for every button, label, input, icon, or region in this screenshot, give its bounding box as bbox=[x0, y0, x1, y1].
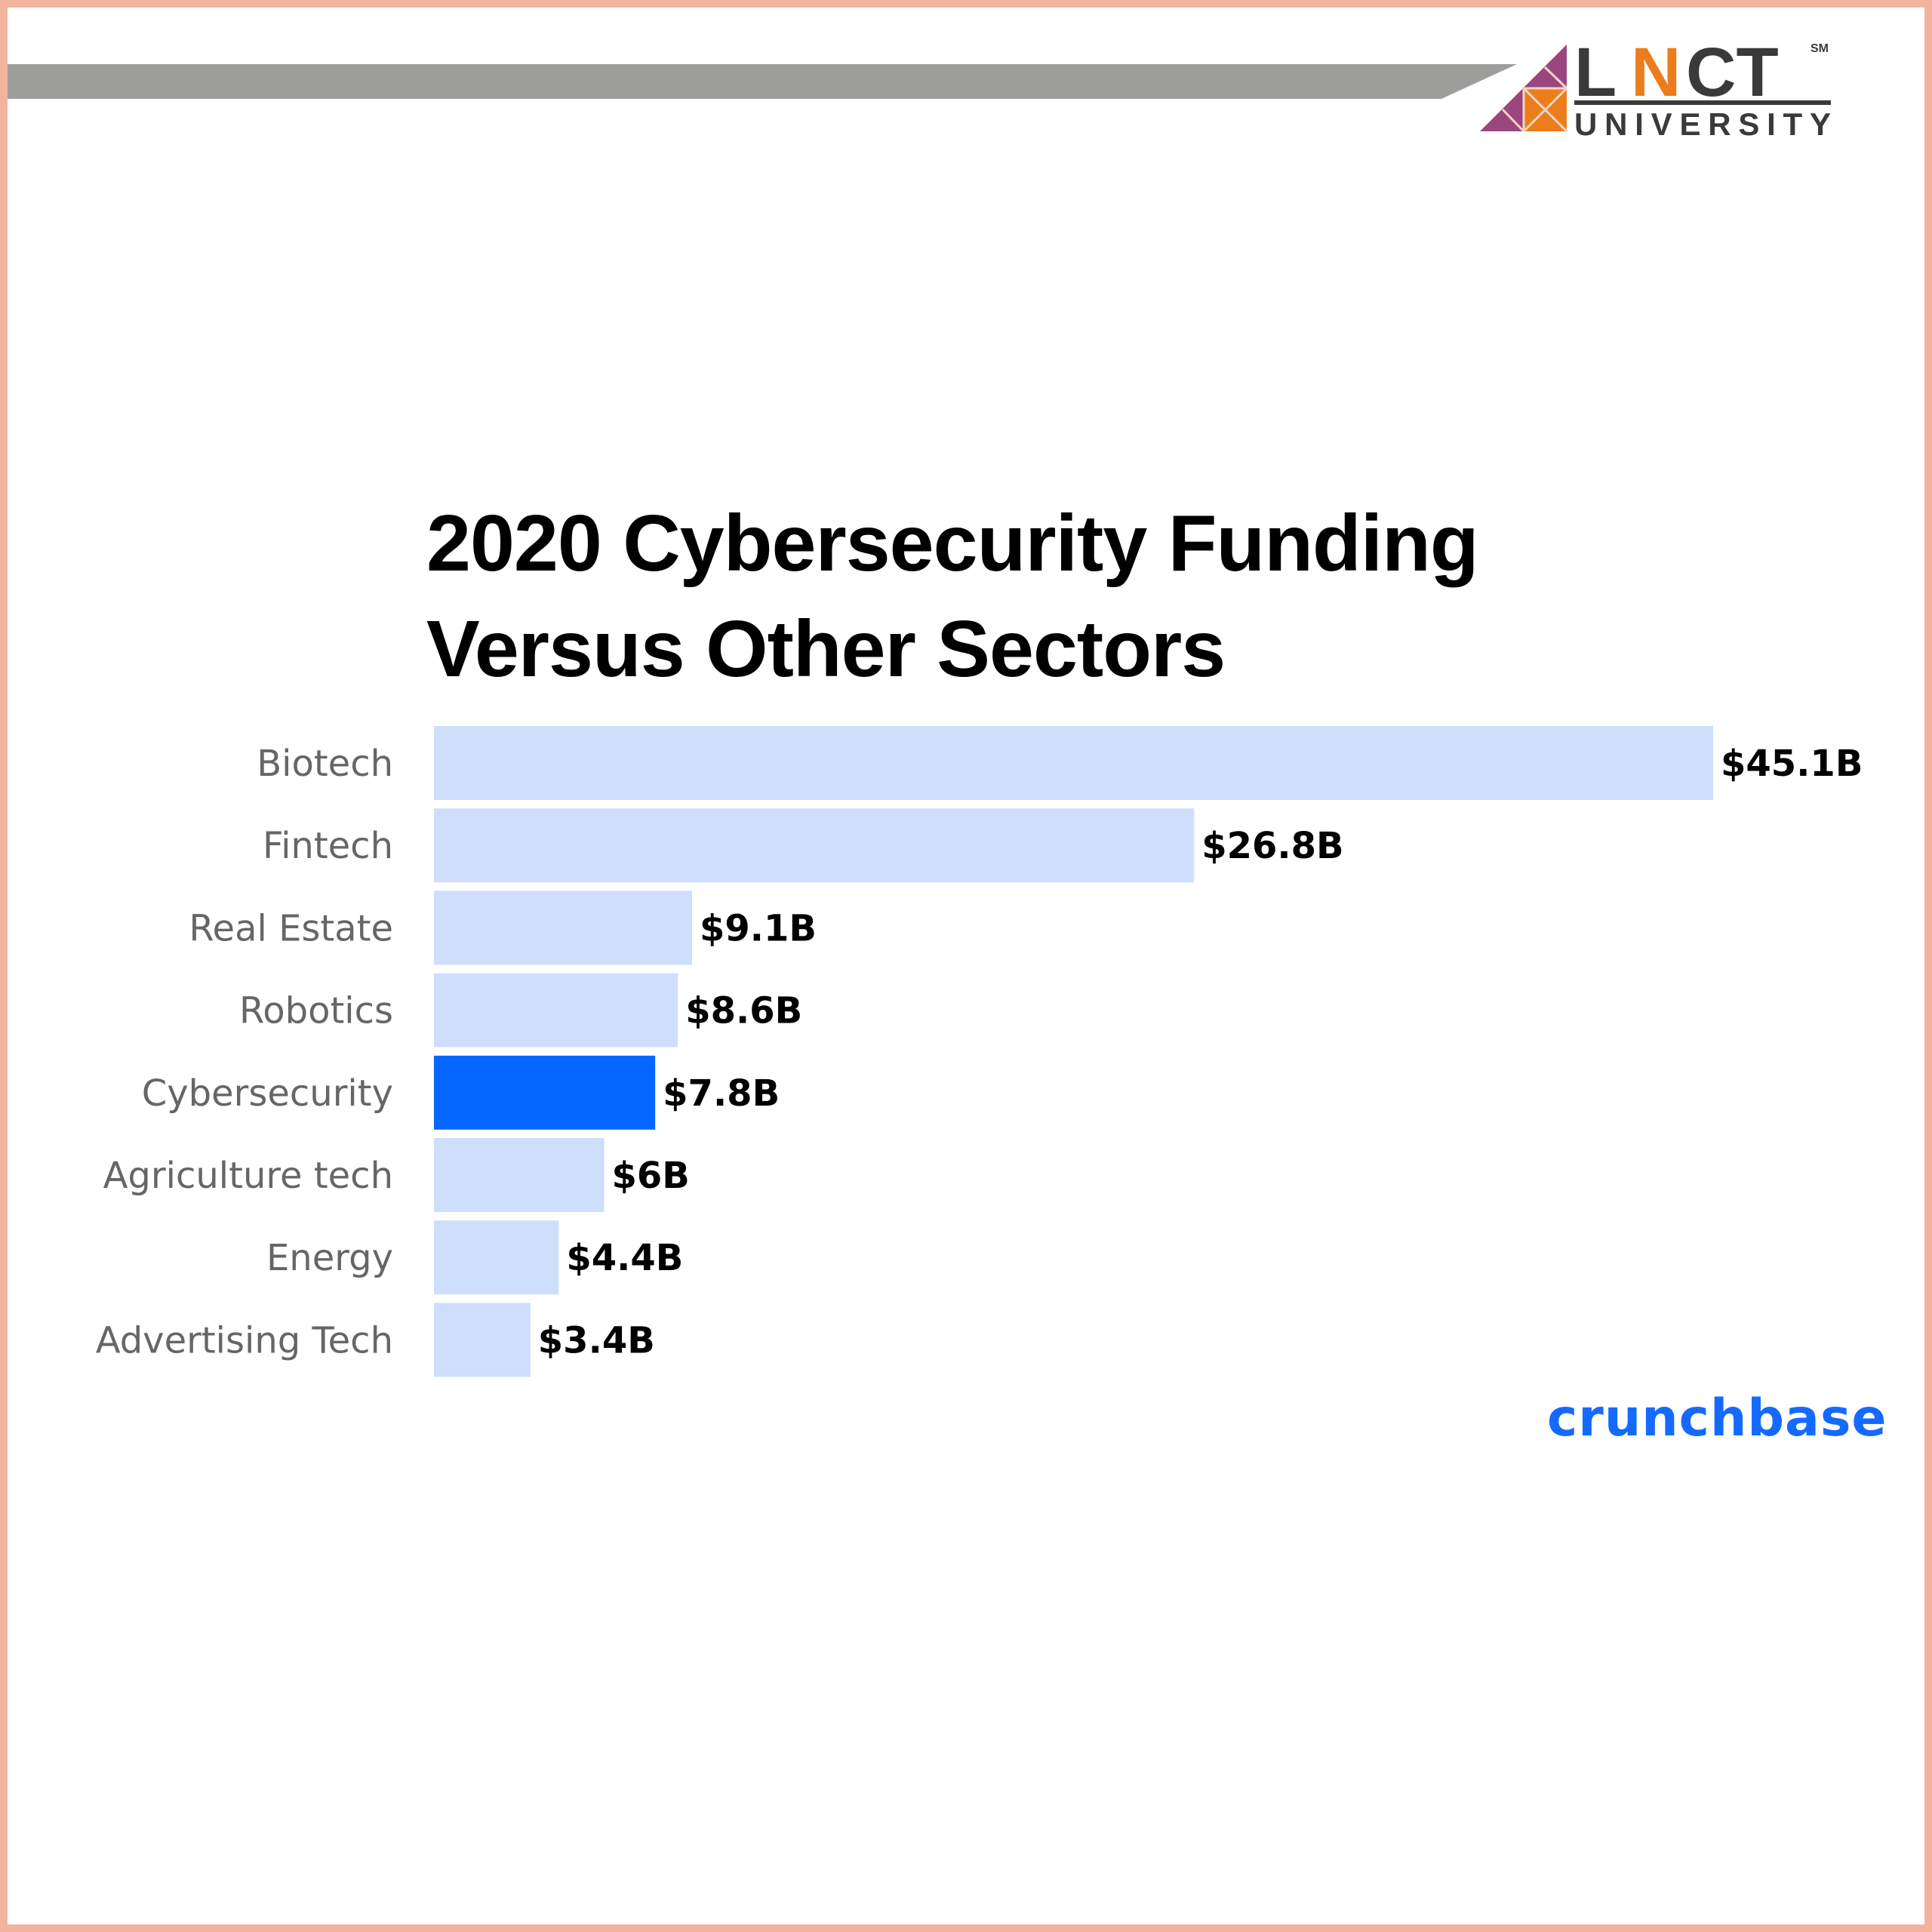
bar-agriculture-tech bbox=[434, 1138, 605, 1212]
category-label: Real Estate bbox=[189, 907, 393, 949]
category-label: Advertising Tech bbox=[96, 1319, 393, 1361]
bar-real-estate bbox=[434, 891, 693, 965]
bar-advertising-tech bbox=[434, 1303, 531, 1377]
chart-title: 2020 Cybersecurity Funding Versus Other … bbox=[426, 491, 1479, 702]
category-label: Agriculture tech bbox=[103, 1155, 393, 1197]
value-label: $8.6B bbox=[685, 990, 802, 1032]
value-label: $45.1B bbox=[1721, 743, 1863, 785]
category-label: Biotech bbox=[257, 743, 393, 785]
svg-text:L: L bbox=[1574, 37, 1617, 111]
svg-text:CT: CT bbox=[1686, 37, 1779, 111]
bar-robotics bbox=[434, 973, 678, 1048]
bar-fintech bbox=[434, 808, 1195, 883]
bar-chart: Biotech $45.1B Fintech $26.8B Real Estate $9.… bbox=[96, 726, 1863, 1377]
header-stripe bbox=[8, 64, 1517, 99]
category-label: Cybersecurity bbox=[142, 1072, 393, 1115]
svg-text:N: N bbox=[1631, 37, 1681, 111]
bar-biotech bbox=[434, 726, 1713, 800]
value-label: $4.4B bbox=[566, 1237, 683, 1279]
category-label: Fintech bbox=[263, 825, 393, 867]
bar-energy bbox=[434, 1220, 559, 1295]
category-label: Energy bbox=[266, 1237, 393, 1279]
value-label: $9.1B bbox=[700, 907, 817, 949]
chart-title-line-1: 2020 Cybersecurity Funding bbox=[426, 499, 1479, 588]
chart-title-line-2: Versus Other Sectors bbox=[426, 605, 1226, 694]
value-label: $6B bbox=[611, 1155, 689, 1197]
category-label: Robotics bbox=[239, 990, 393, 1032]
value-label: $7.8B bbox=[663, 1072, 780, 1115]
logo-mark: SM bbox=[1810, 42, 1829, 55]
value-label: $3.4B bbox=[538, 1319, 655, 1361]
value-label: $26.8B bbox=[1201, 825, 1343, 867]
lnct-university-logo: L N CT SM UNIVERSITY bbox=[1480, 37, 1831, 142]
bar-cybersecurity bbox=[434, 1055, 656, 1130]
crunchbase-logo: crunchbase bbox=[1547, 1389, 1887, 1448]
